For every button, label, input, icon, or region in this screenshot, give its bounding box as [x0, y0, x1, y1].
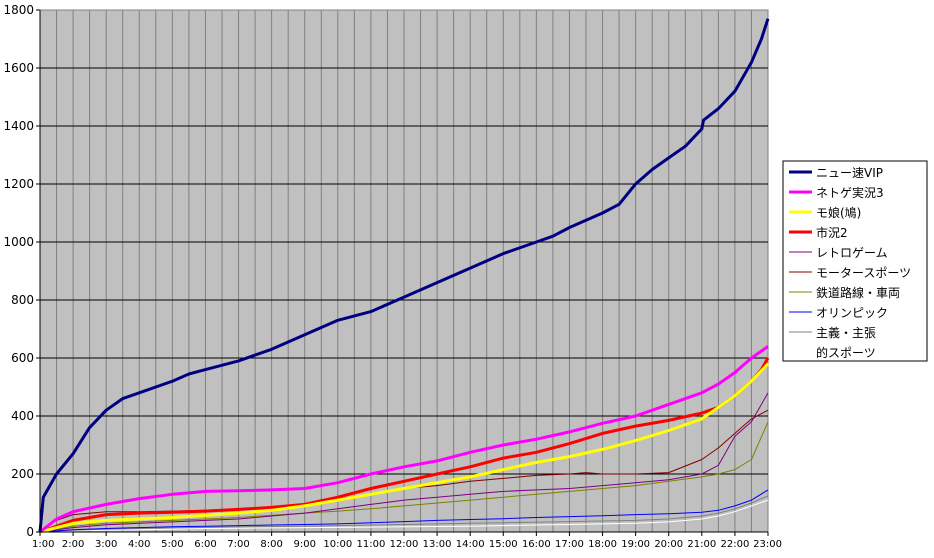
legend-label: ニュー速VIP	[816, 166, 883, 180]
x-gridlines	[56, 10, 769, 532]
series-line-7	[39, 421, 769, 533]
x-tick-label: 22:00	[720, 539, 749, 550]
x-tick-label: 1:00	[32, 539, 54, 550]
y-tick-label: 1400	[3, 119, 34, 133]
series-line-1	[38, 18, 770, 533]
x-tick-label: 13:00	[423, 539, 452, 550]
y-tick-label: 1200	[3, 177, 34, 191]
x-tick-label: 12:00	[390, 539, 419, 550]
y-tick-label: 1800	[3, 3, 34, 17]
y-tick-label: 400	[11, 409, 34, 423]
series-line-9	[39, 495, 769, 533]
x-tick-label: 10:00	[323, 539, 352, 550]
x-tick-label: 21:00	[687, 539, 716, 550]
x-tick-label: 4:00	[128, 539, 150, 550]
series-line-10	[39, 499, 769, 533]
series-line-5	[39, 392, 769, 533]
series-layer	[38, 18, 770, 534]
legend-label: 的スポーツ	[816, 345, 876, 360]
x-tick-label: 7:00	[227, 539, 249, 550]
x-tick-label: 23:00	[753, 539, 782, 550]
x-tick-label: 11:00	[356, 539, 385, 550]
series-line-3	[39, 362, 770, 534]
y-tick-label: 200	[11, 467, 34, 481]
x-tick-label: 8:00	[260, 539, 282, 550]
legend-label: 主義・主張	[816, 325, 876, 340]
x-tick-label: 16:00	[522, 539, 551, 550]
legend-label: モ娘(鳩)	[816, 205, 861, 220]
y-tick-label: 1000	[3, 235, 34, 249]
x-tick-label: 6:00	[194, 539, 216, 550]
x-tick-label: 14:00	[456, 539, 485, 550]
legend-label: モータースポーツ	[816, 266, 911, 280]
legend-label: レトロゲーム	[816, 246, 888, 260]
legend: ニュー速VIP ネトゲ実況3 モ娘(鳩) 市況2 レトロゲームモータースポーツ鉄道路線・…	[782, 160, 928, 362]
x-tick-label: 5:00	[161, 539, 183, 550]
x-tick-label: 20:00	[654, 539, 683, 550]
y-axis-ticks: 0 200 400 600 800 1000 1200 1400 1600 1800	[3, 3, 40, 539]
y-tick-label: 600	[11, 351, 34, 365]
x-tick-label: 18:00	[588, 539, 617, 550]
x-tick-label: 15:00	[489, 539, 518, 550]
y-tick-label: 800	[11, 293, 34, 307]
x-tick-label: 19:00	[621, 539, 650, 550]
legend-box	[782, 160, 928, 362]
legend-label: ネトゲ実況3	[816, 185, 884, 200]
x-tick-label: 9:00	[293, 539, 315, 550]
legend-label: オリンピック	[816, 306, 888, 320]
series-line-8	[39, 489, 769, 533]
y-tick-label: 0	[26, 525, 34, 539]
series-line-2	[39, 345, 769, 534]
x-tick-label: 17:00	[555, 539, 584, 550]
x-tick-label: 3:00	[95, 539, 117, 550]
legend-label: 鉄道路線・車両	[816, 285, 900, 300]
legend-label: 市況2	[816, 225, 848, 240]
y-tick-label: 1600	[3, 61, 34, 75]
x-axis-ticks: 1:00 2:00 3:00 4:00 5:00 6:00 7:00 8:00 9:00 10:0…	[32, 532, 782, 550]
x-tick-label: 2:00	[62, 539, 84, 550]
